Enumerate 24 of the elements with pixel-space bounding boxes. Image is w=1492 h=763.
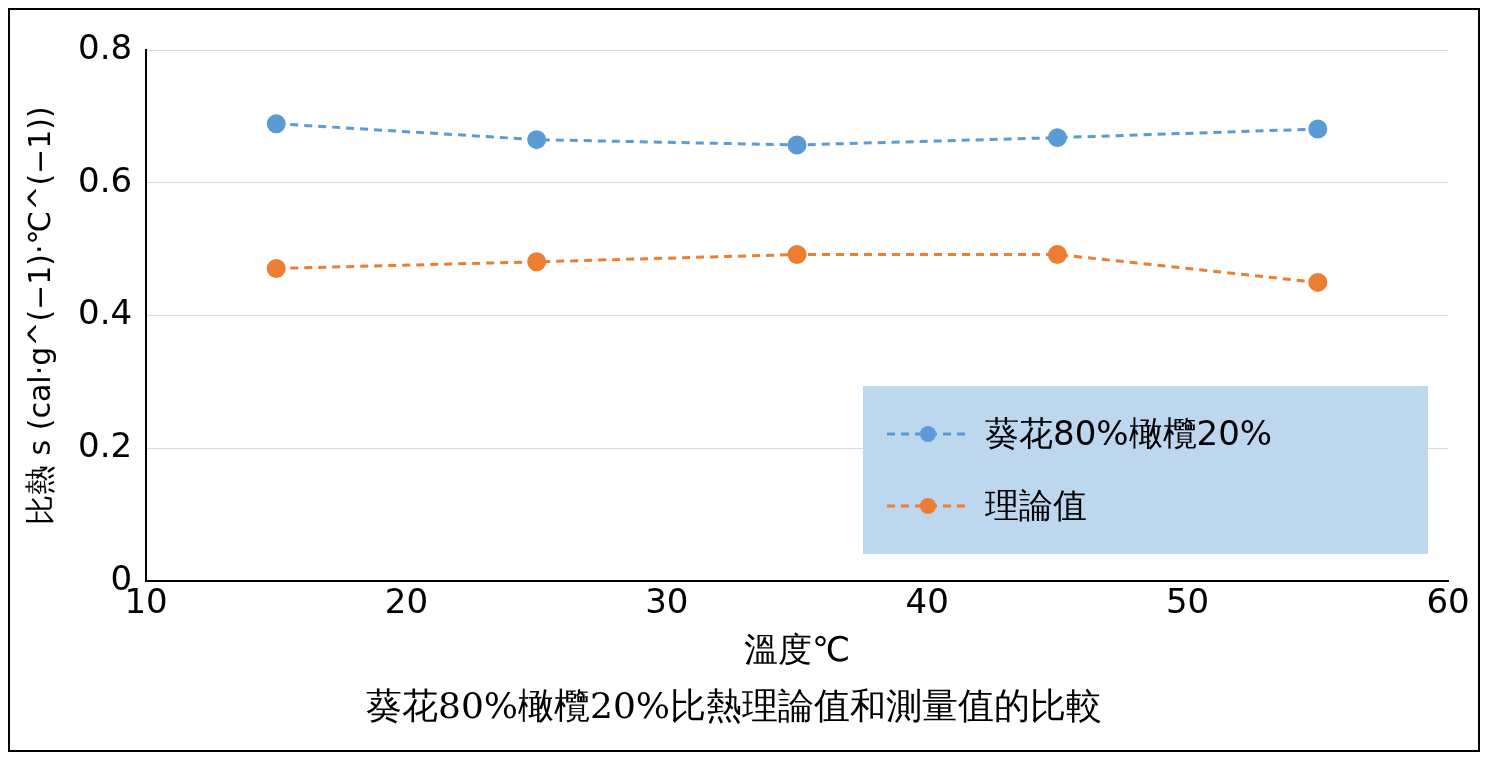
point <box>1308 119 1328 139</box>
x-tick-label: 40 <box>905 581 949 622</box>
y-tick-label: 0.8 <box>77 26 133 67</box>
x-axis-title: 溫度℃ <box>743 629 851 670</box>
y-tick-label: 0.6 <box>77 159 133 200</box>
point <box>1308 272 1328 292</box>
point <box>266 258 286 278</box>
point <box>787 135 807 155</box>
point <box>527 252 547 272</box>
legend-label: 理論值 <box>985 484 1087 528</box>
point <box>527 130 547 150</box>
text: 葵花80%橄欖20%比熱理論值和測量值的比較 <box>365 684 1103 726</box>
point <box>787 245 807 265</box>
x-tick-label: 50 <box>1165 581 1210 622</box>
point <box>266 114 286 134</box>
y-tick-label: 0.4 <box>77 292 133 333</box>
x-tick-label: 60 <box>1426 581 1470 622</box>
x-tick-label: 30 <box>645 581 689 622</box>
y-axis-title: 比熱 s (cal·g^(−1)·℃^(−1)) <box>21 106 57 525</box>
point <box>1047 128 1067 148</box>
y-tick-label: 0.2 <box>77 425 133 466</box>
point <box>1047 245 1067 265</box>
legend-label: 葵花80%橄欖20% <box>985 412 1273 456</box>
x-tick-label: 20 <box>384 581 429 622</box>
